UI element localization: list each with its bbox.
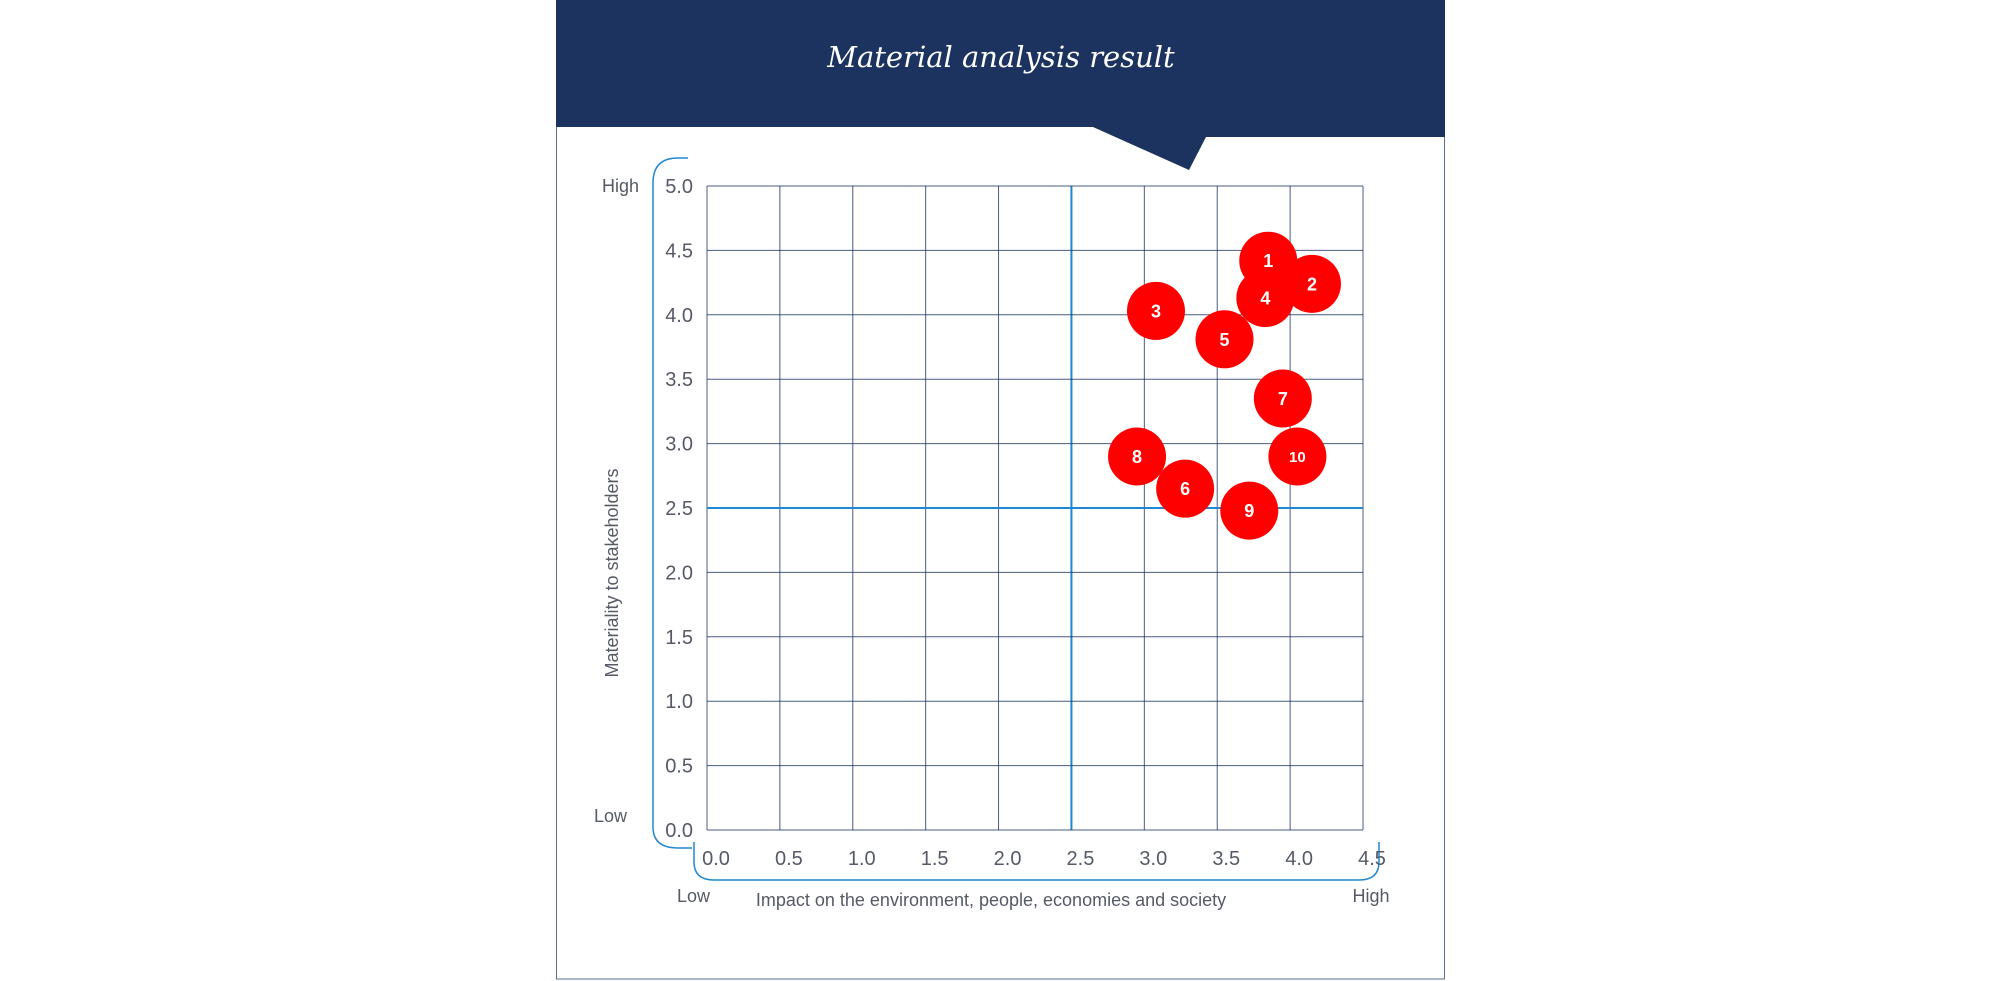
y-tick-label: 0.5 bbox=[665, 756, 693, 778]
data-point-label: 5 bbox=[1220, 330, 1230, 350]
y-tick-label: 2.0 bbox=[665, 562, 693, 584]
data-point-label: 3 bbox=[1151, 301, 1161, 321]
y-tick-label: 5.0 bbox=[665, 176, 693, 198]
data-point: 5 bbox=[1195, 310, 1254, 369]
data-point-label: 6 bbox=[1180, 479, 1190, 499]
data-point-marker bbox=[1108, 427, 1167, 486]
x-axis-high-label: High bbox=[1352, 886, 1389, 906]
data-point-label: 2 bbox=[1307, 274, 1317, 294]
x-axis-low-label: Low bbox=[677, 886, 711, 906]
x-tick-label: 1.5 bbox=[921, 848, 949, 870]
y-tick-label: 0.0 bbox=[665, 820, 693, 842]
chart-title: Material analysis result bbox=[826, 40, 1175, 74]
data-point-label: 4 bbox=[1260, 289, 1270, 309]
axis-brackets bbox=[652, 157, 1380, 881]
header-banner bbox=[556, 0, 1445, 170]
data-point-marker bbox=[1268, 427, 1327, 486]
y-tick-label: 3.0 bbox=[665, 434, 693, 456]
tick-labels: 0.0 0.5 1.0 1.5 2.0 2.5 3.0 3.5 4.0 4.5 0.0 0.5 1.0 1… bbox=[665, 176, 1386, 870]
y-tick-label: 3.5 bbox=[665, 369, 693, 391]
material-analysis-chart: Material analysis result 0.0 0.5 1.0 1.5 2.0… bbox=[556, 0, 1445, 980]
data-point: 7 bbox=[1253, 369, 1312, 428]
data-point-marker bbox=[1220, 481, 1279, 540]
data-point: 8 bbox=[1108, 427, 1167, 486]
y-axis-high-label: High bbox=[602, 176, 639, 196]
data-point-marker bbox=[1236, 269, 1295, 328]
x-tick-label: 3.5 bbox=[1212, 848, 1240, 870]
data-point: 10 bbox=[1268, 427, 1327, 486]
x-tick-label: 4.5 bbox=[1358, 848, 1386, 870]
data-point-label: 8 bbox=[1132, 447, 1142, 467]
data-point: 6 bbox=[1156, 459, 1215, 518]
data-point-label: 7 bbox=[1278, 389, 1288, 409]
data-point-marker bbox=[1195, 310, 1254, 369]
y-tick-label: 4.5 bbox=[665, 240, 693, 262]
data-point-label: 9 bbox=[1244, 501, 1254, 521]
card-frame bbox=[556, 99, 1445, 980]
y-tick-label: 1.5 bbox=[665, 627, 693, 649]
data-point: 4 bbox=[1236, 269, 1295, 328]
x-tick-label: 0.0 bbox=[702, 848, 730, 870]
y-tick-label: 1.0 bbox=[665, 691, 693, 713]
y-axis-low-label: Low bbox=[594, 806, 628, 826]
x-tick-label: 2.5 bbox=[1067, 848, 1095, 870]
data-point-marker bbox=[1126, 281, 1185, 340]
data-point: 3 bbox=[1126, 281, 1185, 340]
data-point-marker bbox=[1156, 459, 1215, 518]
x-axis-title: Impact on the environment, people, econo… bbox=[756, 890, 1226, 910]
data-points: 1 2 3 4 5 6 7 8 9 10 bbox=[1108, 231, 1341, 540]
x-tick-label: 1.0 bbox=[848, 848, 876, 870]
y-tick-label: 4.0 bbox=[665, 305, 693, 327]
x-tick-label: 2.0 bbox=[994, 848, 1022, 870]
x-axis-bracket bbox=[693, 842, 1380, 881]
x-tick-label: 0.5 bbox=[775, 848, 803, 870]
data-point-label: 1 bbox=[1263, 251, 1273, 271]
y-tick-label: 2.5 bbox=[665, 498, 693, 520]
x-tick-label: 3.0 bbox=[1139, 848, 1167, 870]
x-tick-label: 4.0 bbox=[1285, 848, 1313, 870]
chart-card: Material analysis result 0.0 0.5 1.0 1.5 2.0… bbox=[556, 0, 1445, 980]
data-point-marker bbox=[1282, 254, 1341, 313]
data-point-marker bbox=[1253, 369, 1312, 428]
data-point: 2 bbox=[1282, 254, 1341, 313]
data-point-label: 10 bbox=[1289, 449, 1306, 466]
y-axis-title: Materiality to stakeholders bbox=[602, 468, 622, 677]
data-point: 9 bbox=[1220, 481, 1279, 540]
y-axis-bracket bbox=[652, 157, 692, 849]
